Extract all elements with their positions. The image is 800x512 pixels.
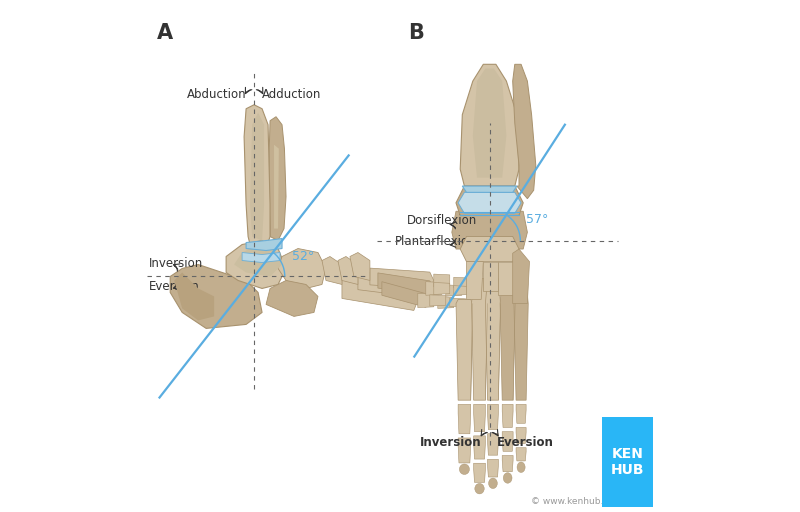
Text: 57°: 57° [526, 212, 549, 226]
Polygon shape [244, 105, 270, 248]
FancyBboxPatch shape [602, 417, 654, 507]
Text: © www.kenhub.com: © www.kenhub.com [530, 497, 622, 506]
Text: Inversion: Inversion [149, 257, 203, 270]
Text: 52°: 52° [292, 250, 314, 263]
Polygon shape [266, 281, 318, 316]
Polygon shape [370, 268, 434, 289]
Text: Inversion: Inversion [420, 436, 482, 450]
Polygon shape [513, 249, 530, 304]
Polygon shape [242, 252, 280, 263]
Polygon shape [460, 237, 519, 262]
Polygon shape [274, 145, 279, 228]
Polygon shape [474, 463, 486, 482]
Polygon shape [500, 279, 515, 400]
Polygon shape [502, 456, 513, 472]
Polygon shape [474, 436, 486, 459]
Polygon shape [322, 257, 342, 285]
Polygon shape [458, 193, 521, 214]
Polygon shape [456, 186, 523, 216]
Polygon shape [450, 298, 466, 307]
Polygon shape [350, 252, 370, 281]
Polygon shape [434, 274, 450, 287]
Polygon shape [483, 262, 498, 291]
Polygon shape [452, 211, 527, 249]
Text: Adduction: Adduction [262, 88, 321, 101]
Text: B: B [408, 23, 423, 43]
Text: KEN
HUB: KEN HUB [611, 447, 645, 477]
Polygon shape [434, 283, 450, 294]
Polygon shape [454, 278, 470, 288]
Polygon shape [502, 432, 513, 451]
Polygon shape [458, 404, 470, 434]
Polygon shape [226, 241, 286, 288]
Polygon shape [358, 271, 426, 297]
Polygon shape [246, 239, 282, 250]
Text: Eversion: Eversion [498, 436, 554, 450]
Polygon shape [338, 257, 358, 285]
Text: Plantarflexion: Plantarflexion [395, 235, 477, 248]
Polygon shape [514, 279, 528, 400]
Text: Abduction: Abduction [186, 88, 246, 101]
Text: A: A [157, 23, 173, 43]
Polygon shape [234, 245, 282, 276]
Ellipse shape [475, 483, 484, 494]
Ellipse shape [517, 462, 525, 473]
Polygon shape [418, 293, 434, 308]
Polygon shape [170, 265, 262, 328]
Polygon shape [378, 273, 434, 296]
Polygon shape [458, 438, 470, 463]
Polygon shape [250, 113, 264, 241]
Ellipse shape [489, 478, 498, 488]
Polygon shape [342, 279, 418, 310]
Polygon shape [486, 279, 501, 400]
Polygon shape [516, 404, 526, 423]
Polygon shape [487, 459, 498, 477]
Text: Eversion: Eversion [149, 280, 200, 293]
Polygon shape [460, 65, 519, 186]
Polygon shape [462, 186, 517, 193]
Polygon shape [446, 285, 462, 296]
Polygon shape [278, 248, 326, 288]
Polygon shape [474, 404, 486, 432]
Polygon shape [502, 404, 513, 428]
Ellipse shape [503, 473, 512, 483]
Polygon shape [471, 279, 487, 400]
Ellipse shape [459, 464, 470, 475]
Polygon shape [487, 404, 498, 430]
Polygon shape [174, 272, 214, 321]
Polygon shape [487, 434, 498, 455]
Polygon shape [382, 282, 430, 307]
Polygon shape [516, 428, 526, 443]
Polygon shape [456, 300, 473, 400]
Polygon shape [426, 282, 442, 295]
Text: Dorsiflexion: Dorsiflexion [406, 214, 477, 227]
Polygon shape [473, 69, 506, 178]
Polygon shape [466, 262, 483, 300]
Polygon shape [513, 65, 536, 199]
Polygon shape [270, 117, 286, 241]
Polygon shape [454, 286, 470, 295]
Polygon shape [516, 447, 526, 461]
Polygon shape [438, 296, 454, 308]
Polygon shape [430, 295, 446, 306]
Polygon shape [498, 262, 513, 295]
